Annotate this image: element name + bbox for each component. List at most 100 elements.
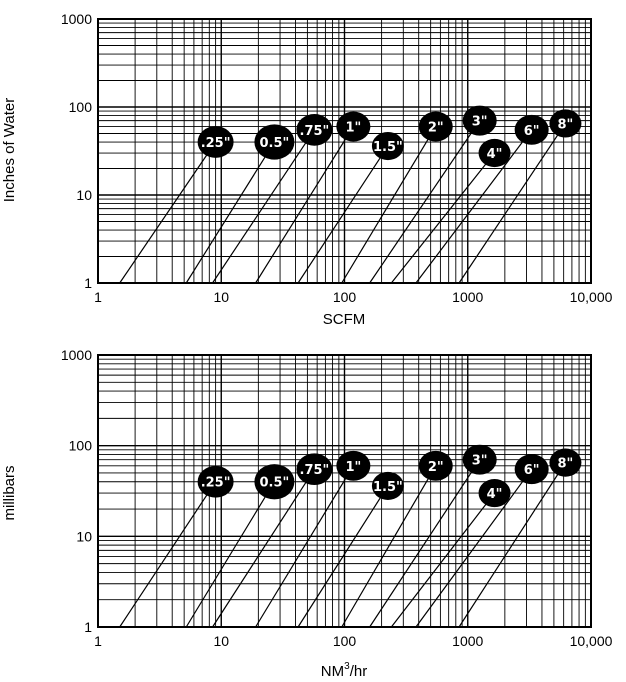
series-line (212, 468, 315, 628)
scfm-chart: Inches of Water SCFM 1 10 100 1000 10,000 1 10… (1, 11, 613, 328)
series-marker-dot (478, 138, 511, 168)
y-tick-labels: 1 10 100 1000 (61, 11, 92, 291)
series-line (185, 141, 275, 284)
series-line (185, 481, 275, 628)
series-marker-dot (549, 109, 582, 138)
series-line (415, 129, 533, 284)
series-marker: 8" (549, 109, 582, 138)
series-label: 2" (428, 460, 444, 475)
series-line (297, 485, 389, 628)
series-marker: 1.5" (371, 471, 404, 500)
series-line (255, 465, 354, 628)
series-marker-dot (478, 478, 511, 508)
x-tick-label: 1 (94, 633, 102, 649)
series-marker: .25" (197, 465, 234, 498)
series-line (369, 459, 481, 628)
series-label: 2" (428, 121, 444, 136)
series-marker: 3" (462, 444, 497, 475)
series-label: 1.5" (373, 140, 403, 155)
series-label: 0.5" (260, 476, 290, 491)
x-tick-label: 100 (333, 289, 357, 305)
x-axis-title-tail: /hr (350, 663, 368, 680)
series-marker-dot (254, 124, 295, 160)
y-tick-label: 1 (84, 619, 92, 635)
x-axis-title-superscript: 3 (344, 661, 350, 672)
series-label: 8" (557, 457, 573, 472)
series-label: 4" (487, 147, 503, 162)
x-tick-label: 10,000 (570, 633, 613, 649)
series-line (458, 462, 566, 628)
series-line (390, 492, 496, 628)
series-line (297, 145, 389, 284)
series-marker: 8" (549, 448, 582, 477)
series-marker-dot (371, 471, 404, 500)
series-marker-dot (462, 105, 497, 136)
series-line (119, 141, 217, 284)
series-marker: 4" (478, 478, 511, 508)
series-lines (119, 120, 566, 284)
series-line (369, 120, 481, 284)
x-tick-label: 10 (213, 289, 229, 305)
series-label: .75" (300, 463, 330, 478)
series-label: 8" (557, 117, 573, 132)
series-label: 1" (345, 460, 361, 475)
series-label: 1" (345, 121, 361, 136)
x-axis-title: NM3/hr (321, 661, 367, 680)
nm3hr-chart: millibars NM3/hr 1 10 100 1000 10,000 1 10 100 1… (1, 347, 613, 680)
y-tick-labels: 1 10 100 1000 (61, 347, 92, 635)
plot-frame (97, 354, 592, 628)
series-marker-dot (371, 131, 404, 161)
y-tick-label: 10 (76, 528, 92, 544)
series-label: 6" (524, 463, 540, 478)
series-marker-dot (254, 464, 295, 500)
series-label: 4" (487, 487, 503, 502)
x-axis-title-base: NM (321, 663, 344, 680)
series-marker: .25" (197, 126, 234, 158)
series-marker-dot (462, 444, 497, 475)
series-marker-dot (336, 111, 371, 142)
grid (98, 355, 591, 627)
y-tick-label: 100 (69, 438, 93, 454)
grid (98, 19, 591, 283)
series-label: 3" (472, 454, 488, 469)
series-marker-dot (336, 450, 371, 481)
series-marker-dot (514, 114, 549, 145)
series-marker: 6" (514, 114, 549, 145)
y-tick-label: 1000 (61, 347, 92, 363)
y-axis-title: Inches of Water (1, 98, 18, 203)
series-label: 0.5" (260, 136, 290, 151)
series-line (341, 126, 437, 284)
series-line (255, 126, 354, 284)
series-marker-dot (514, 454, 549, 485)
series-marker-dot (296, 114, 333, 146)
series-marker-dot (197, 126, 234, 158)
series-label: 1.5" (373, 480, 403, 495)
y-tick-label: 10 (76, 187, 92, 203)
series-markers: .25" 0.5" .75" 1" 1.5" 2" 3" 4" 6" 8" (197, 105, 582, 168)
x-tick-label: 1 (94, 289, 102, 305)
series-marker: 3" (462, 105, 497, 136)
series-line (341, 465, 437, 628)
series-marker: 0.5" (254, 464, 295, 500)
series-marker: 2" (418, 450, 453, 481)
series-lines (119, 459, 566, 628)
series-marker-dot (418, 111, 453, 142)
x-tick-labels: 1 10 100 1000 10,000 (94, 289, 613, 305)
x-tick-label: 1000 (452, 633, 483, 649)
series-line (119, 481, 217, 628)
series-marker: 2" (418, 111, 453, 142)
y-tick-label: 100 (69, 99, 93, 115)
series-marker: 1" (336, 450, 371, 481)
series-marker: 4" (478, 138, 511, 168)
series-line (212, 129, 315, 284)
series-marker-dot (197, 465, 234, 498)
series-label: 3" (472, 115, 488, 130)
x-tick-label: 100 (333, 633, 357, 649)
y-tick-label: 1 (84, 275, 92, 291)
series-marker-dot (549, 448, 582, 477)
x-tick-label: 1000 (452, 289, 483, 305)
series-marker: 1" (336, 111, 371, 142)
y-axis-title: millibars (1, 465, 18, 520)
series-marker: .75" (296, 453, 333, 486)
